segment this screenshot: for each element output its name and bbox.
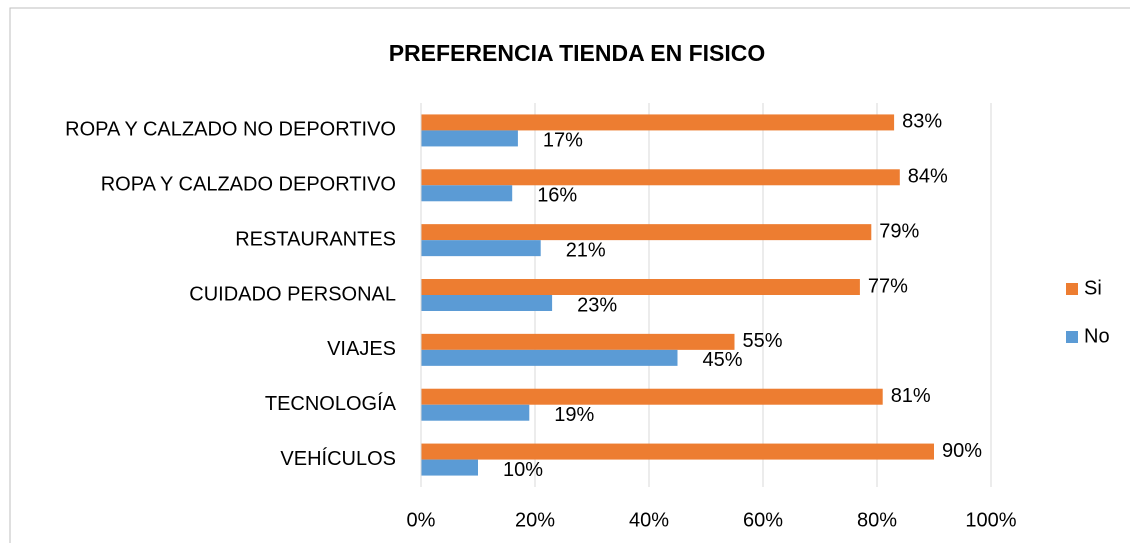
y-tick-label: VEHÍCULOS — [280, 447, 396, 470]
bar — [421, 295, 553, 311]
chart-frame — [9, 7, 1130, 543]
data-label: 21% — [566, 239, 606, 261]
legend-label: No — [1084, 325, 1110, 347]
legend-swatch — [1066, 331, 1078, 343]
y-tick-label: ROPA Y CALZADO NO DEPORTIVO — [65, 119, 396, 141]
bar — [421, 185, 513, 202]
x-tick-label: 60% — [743, 509, 783, 531]
chart-title: PREFERENCIA TIENDA EN FISICO — [389, 40, 766, 66]
data-label: 55% — [743, 330, 783, 352]
x-tick-label: 80% — [857, 509, 897, 531]
data-label: 10% — [503, 459, 543, 481]
legend-swatch — [1066, 283, 1078, 295]
legend-label: Si — [1084, 277, 1102, 299]
y-tick-label: CUIDADO PERSONAL — [189, 283, 396, 305]
data-label: 16% — [537, 185, 577, 207]
data-label: 90% — [942, 440, 982, 462]
bar — [421, 279, 860, 295]
x-tick-label: 100% — [965, 509, 1016, 531]
y-tick-label: RESTAURANTES — [235, 228, 396, 250]
data-label: 77% — [868, 275, 908, 297]
x-tick-label: 20% — [515, 509, 555, 531]
bar — [421, 333, 735, 350]
data-label: 19% — [554, 404, 594, 426]
y-tick-label: VIAJES — [327, 338, 396, 360]
bar — [421, 240, 541, 257]
bar — [421, 443, 934, 460]
data-label: 17% — [543, 130, 583, 152]
data-label: 81% — [891, 385, 931, 407]
data-label: 83% — [902, 111, 942, 133]
x-tick-label: 40% — [629, 509, 669, 531]
data-label: 79% — [879, 220, 919, 242]
data-label: 23% — [577, 294, 617, 316]
data-label: 45% — [703, 349, 743, 371]
bar — [421, 114, 895, 131]
bar — [421, 169, 900, 186]
bar — [421, 404, 530, 421]
y-tick-label: ROPA Y CALZADO DEPORTIVO — [101, 174, 396, 196]
bar — [421, 459, 478, 476]
bar — [421, 388, 883, 405]
bar — [421, 349, 678, 366]
bar — [421, 224, 872, 241]
x-tick-label: 0% — [407, 509, 436, 531]
bar — [421, 130, 518, 147]
y-tick-label: TECNOLOGÍA — [265, 392, 397, 415]
data-label: 84% — [908, 166, 948, 188]
